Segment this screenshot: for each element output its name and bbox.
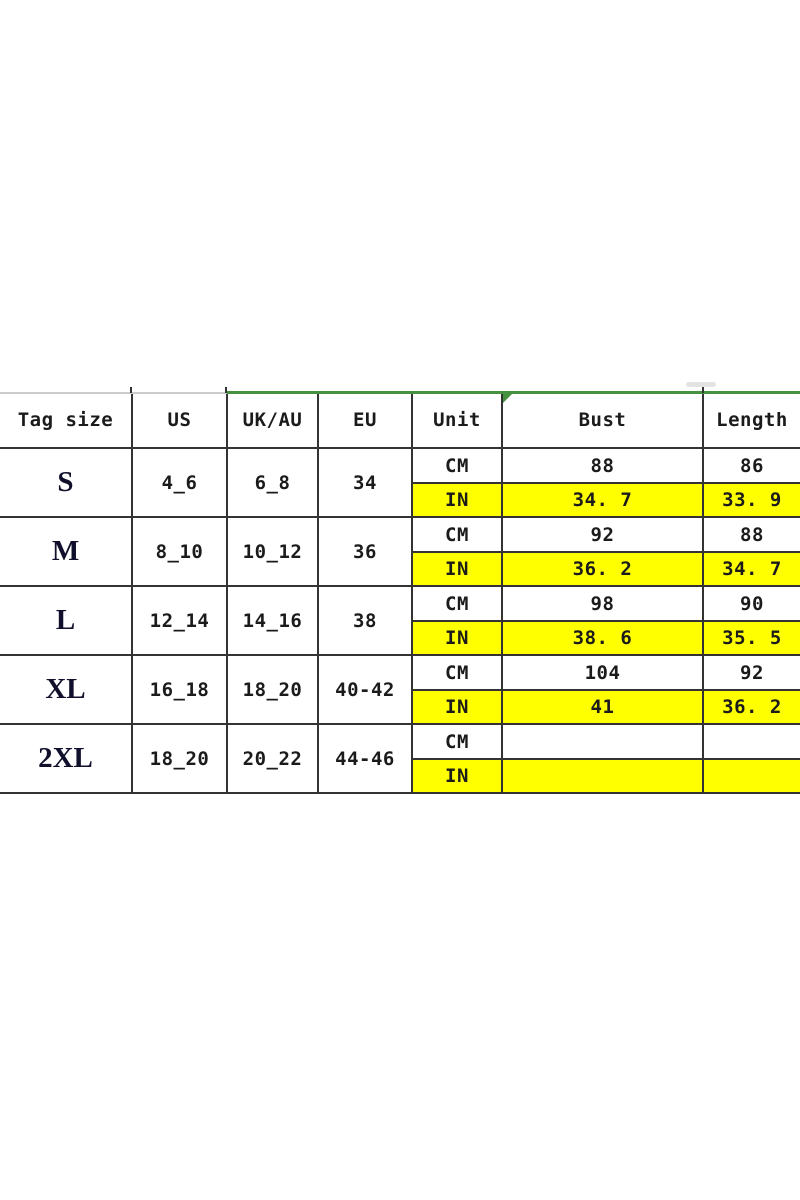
length-in-value: 36. 2 [702,689,800,725]
header-uk-au: UK/AU [226,393,319,449]
top-border-grey-segment [0,392,227,394]
bust-in-value: 36. 2 [501,551,704,587]
table-row-s-cm: S 4_6 6_8 34 CM 88 86 [0,447,800,518]
eu-size: 44-46 [317,723,413,794]
bust-in-value: 41 [501,689,704,725]
us-size: 16_18 [131,654,228,725]
us-size: 4_6 [131,447,228,518]
ukau-size: 6_8 [226,447,319,518]
length-cm-value: 90 [702,585,800,622]
bust-in-value: 34. 7 [501,482,704,518]
table-row-l-in: IN 38. 6 35. 5 [0,620,800,656]
size-label: 2XL [0,723,133,794]
bust-cm-value: 88 [501,447,704,484]
unit-in-label: IN [411,551,503,587]
unit-in-label: IN [411,482,503,518]
unit-in-label: IN [411,758,503,794]
size-label: S [0,447,133,518]
size-label: L [0,585,133,656]
us-size: 8_10 [131,516,228,587]
ukau-size: 20_22 [226,723,319,794]
unit-cm-label: CM [411,585,503,622]
table-row-xl-in: IN 41 36. 2 [0,689,800,725]
header-unit: Unit [411,393,503,449]
table-row-m-in: IN 36. 2 34. 7 [0,551,800,587]
ukau-size: 14_16 [226,585,319,656]
length-cm-value [702,723,800,760]
table-row-s-in: IN 34. 7 33. 9 [0,482,800,518]
bust-cm-value: 104 [501,654,704,691]
ukau-size: 10_12 [226,516,319,587]
unit-cm-label: CM [411,654,503,691]
bust-in-value: 38. 6 [501,620,704,656]
unit-in-label: IN [411,620,503,656]
table-row-2xl-in: IN [0,758,800,794]
us-size: 12_14 [131,585,228,656]
length-in-value: 34. 7 [702,551,800,587]
bust-cm-value: 92 [501,516,704,553]
header-row: Tag size US UK/AU EU Unit Bust Length [0,393,800,449]
table-row-m-cm: M 8_10 10_12 36 CM 92 88 [0,516,800,587]
us-size: 18_20 [131,723,228,794]
bust-in-value [501,758,704,794]
header-bust: Bust [501,393,704,449]
length-in-value [702,758,800,794]
length-cm-value: 92 [702,654,800,691]
border-tick [702,387,704,393]
header-eu: EU [317,393,413,449]
length-cm-value: 88 [702,516,800,553]
unit-in-label: IN [411,689,503,725]
size-label: M [0,516,133,587]
table-row-l-cm: L 12_14 14_16 38 CM 98 90 [0,585,800,656]
green-corner-marker-icon [503,394,512,403]
border-tick [130,387,132,393]
table-row-2xl-cm: 2XL 18_20 20_22 44-46 CM [0,723,800,794]
unit-cm-label: CM [411,723,503,760]
table-row-xl-cm: XL 16_18 18_20 40-42 CM 104 92 [0,654,800,725]
eu-size: 38 [317,585,413,656]
artifact-smudge [686,382,716,387]
bust-cm-value [501,723,704,760]
eu-size: 40-42 [317,654,413,725]
top-border-green-segment [227,391,800,394]
ukau-size: 18_20 [226,654,319,725]
unit-cm-label: CM [411,447,503,484]
header-length: Length [702,393,800,449]
length-in-value: 33. 9 [702,482,800,518]
eu-size: 34 [317,447,413,518]
border-tick [225,387,227,393]
eu-size: 36 [317,516,413,587]
header-us: US [131,393,228,449]
length-cm-value: 86 [702,447,800,484]
bust-cm-value: 98 [501,585,704,622]
length-in-value: 35. 5 [702,620,800,656]
size-chart-table: Tag size US UK/AU EU Unit Bust Length S … [0,393,800,794]
unit-cm-label: CM [411,516,503,553]
size-label: XL [0,654,133,725]
header-tag-size: Tag size [0,393,133,449]
